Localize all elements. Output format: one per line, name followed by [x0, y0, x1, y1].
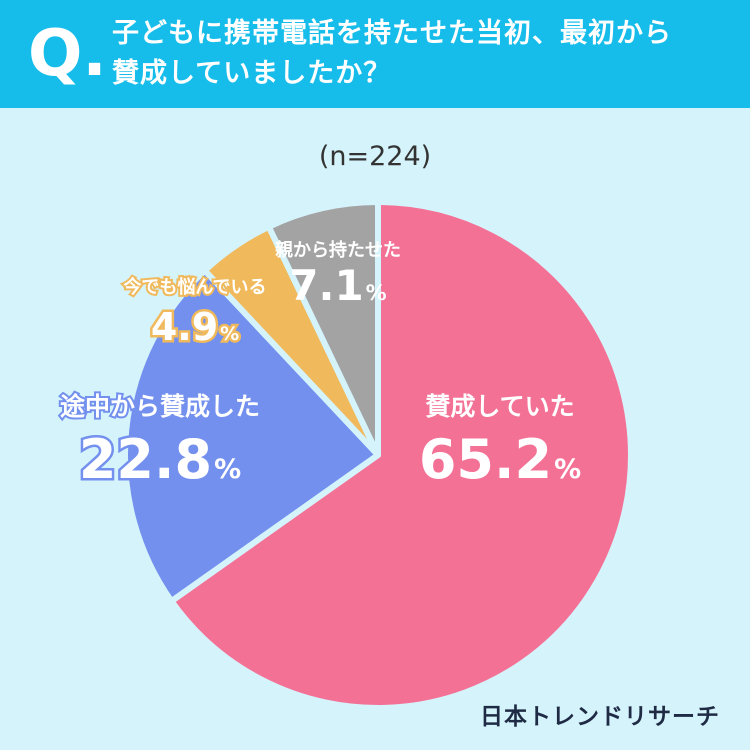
slice-value-approved-from-start: 65.2%: [419, 428, 581, 491]
question-mark: Q.: [28, 17, 107, 91]
question-header: Q. 子どもに携帯電話を持たせた当初、最初から 賛成していましたか？: [0, 0, 750, 108]
slice-label-approved-midway: 途中から賛成した: [60, 392, 260, 421]
slice-label-parents-provided: 親から持たせた: [275, 239, 401, 261]
question-title: 子どもに携帯電話を持たせた当初、最初から 賛成していましたか？: [112, 14, 732, 94]
question-line-1: 子どもに携帯電話を持たせた当初、最初から: [112, 18, 672, 49]
slice-label-still-undecided: 今でも悩んでいる: [123, 276, 266, 298]
brand-logo-text: 日本トレンドリサーチ: [480, 704, 720, 730]
pie-slice-parents-provided: [265, 199, 381, 458]
sample-size: (n=224): [318, 141, 432, 172]
slice-value-parents-provided: 7.1%: [289, 261, 386, 310]
pie-slice-approved-midway: [122, 267, 381, 605]
question-line-2: 賛成していましたか？: [112, 58, 392, 89]
slice-value-approved-midway: 22.8%: [79, 428, 241, 491]
pie-slice-approved-from-start: [168, 199, 634, 711]
slice-label-approved-from-start: 賛成していた: [425, 392, 574, 421]
slice-value-still-undecided: 4.9%: [151, 305, 239, 349]
